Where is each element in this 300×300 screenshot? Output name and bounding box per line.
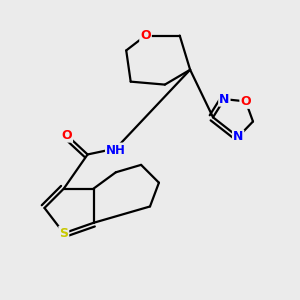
Text: S: S: [59, 227, 68, 240]
Text: N: N: [219, 93, 230, 106]
Text: O: O: [140, 29, 151, 42]
Text: O: O: [61, 129, 72, 142]
Text: O: O: [240, 95, 251, 108]
Text: NH: NH: [106, 143, 126, 157]
Text: N: N: [233, 130, 243, 143]
